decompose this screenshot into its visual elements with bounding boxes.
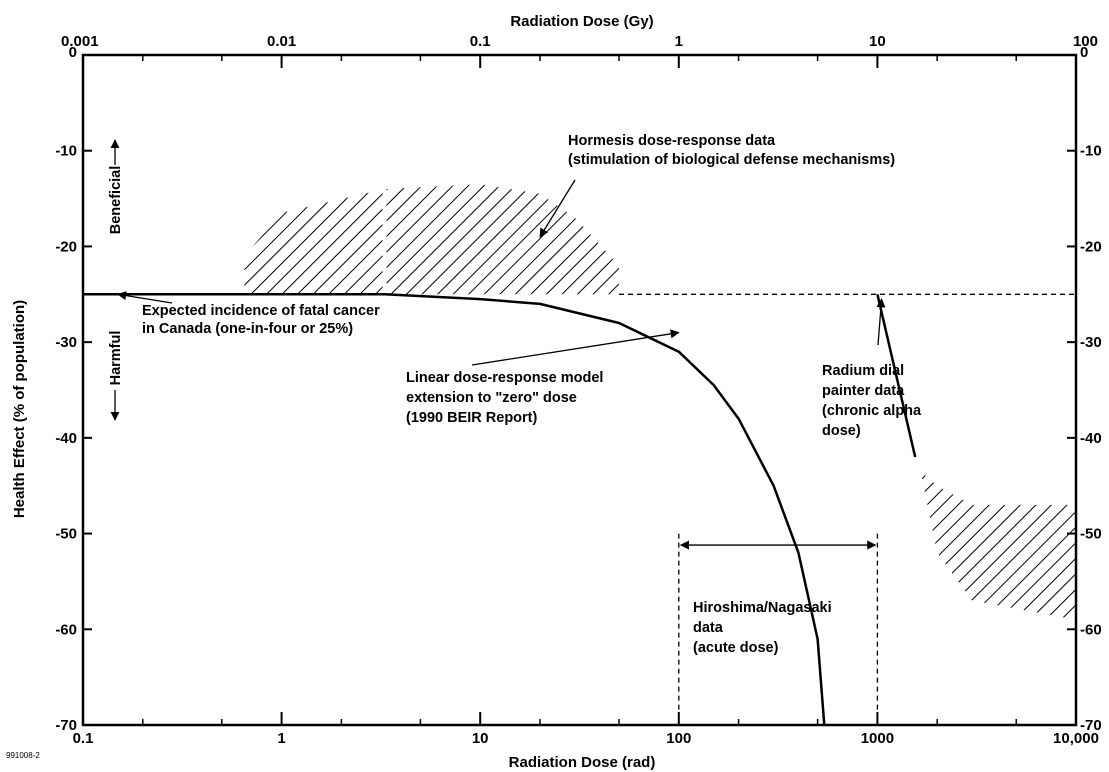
bottom-axis-title: Radiation Dose (rad) xyxy=(509,754,656,771)
annotation-line: Hormesis dose-response data xyxy=(568,133,776,149)
figure-id: 991008-2 xyxy=(6,751,40,760)
bottom-tick-label: 1000 xyxy=(861,730,894,747)
bottom-tick-label: 10,000 xyxy=(1053,730,1099,747)
harmful-label: Harmful xyxy=(108,331,124,386)
top-tick-label: 100 xyxy=(1073,33,1098,50)
y-right-tick-label: -10 xyxy=(1080,143,1102,160)
top-tick-label: 0.001 xyxy=(61,33,99,50)
annotation-line: dose) xyxy=(822,423,861,439)
annotation-arrow xyxy=(471,329,680,366)
hatched-region-4 xyxy=(920,471,1076,620)
annotation-line: data xyxy=(693,620,724,636)
top-tick-label: 10 xyxy=(869,33,886,50)
y-left-tick-label: -40 xyxy=(55,430,77,447)
bottom-tick-label: 1 xyxy=(277,730,285,747)
bottom-tick-label: 100 xyxy=(666,730,691,747)
annotation-line: Linear dose-response model xyxy=(406,370,603,386)
annotation-arrow xyxy=(539,179,576,238)
bottom-tick-label: 0.1 xyxy=(73,730,94,747)
hatched-regions xyxy=(244,169,1076,620)
top-tick-label: 0.01 xyxy=(267,33,296,50)
y-right-tick-label: -70 xyxy=(1080,717,1102,734)
series-line-0 xyxy=(83,293,826,726)
annotation-line: (chronic alpha xyxy=(822,403,922,419)
annotation-line: painter data xyxy=(822,383,905,399)
y-left-tick-label: -10 xyxy=(55,143,77,160)
y-left-tick-label: -50 xyxy=(55,526,77,543)
data-series xyxy=(83,293,1076,726)
annotation-line: (stimulation of biological defense mecha… xyxy=(568,152,895,168)
y-axis-title: Health Effect (% of population) xyxy=(11,300,28,518)
y-left-tick-label: -60 xyxy=(55,621,77,638)
y-left-tick-label: -30 xyxy=(55,334,77,351)
annotation-line: (1990 BEIR Report) xyxy=(406,410,538,426)
y-right-tick-label: 0 xyxy=(1080,44,1088,61)
plot-frame xyxy=(81,53,1078,727)
annotation-line: Radium dial xyxy=(822,363,904,379)
y-right-tick-label: -20 xyxy=(1080,238,1102,255)
top-tick-label: 0.1 xyxy=(470,33,491,50)
annotation-line: (acute dose) xyxy=(693,640,779,656)
annotation-arrow xyxy=(876,298,886,346)
y-right-tick-label: -30 xyxy=(1080,334,1102,351)
hatched-region-3 xyxy=(244,184,619,295)
y-left-tick-label: 0 xyxy=(69,44,77,61)
annotation-arrow xyxy=(117,291,173,304)
plot-border xyxy=(81,53,1078,727)
y-right-tick-label: -60 xyxy=(1080,621,1102,638)
y-right-tick-label: -50 xyxy=(1080,526,1102,543)
top-tick-label: 1 xyxy=(675,33,683,50)
annotation-line: extension to "zero" dose xyxy=(406,390,577,406)
bottom-tick-label: 10 xyxy=(472,730,489,747)
y-left-tick-label: -20 xyxy=(55,238,77,255)
annotation-line: Expected incidence of fatal cancer xyxy=(142,303,380,319)
top-axis-title: Radiation Dose (Gy) xyxy=(510,13,653,30)
beneficial-label: Beneficial xyxy=(108,166,124,235)
annotations: Beneficial Harmful Hormesis dose-response … xyxy=(108,133,922,656)
series-line-2 xyxy=(876,294,917,458)
y-right-tick-label: -40 xyxy=(1080,430,1102,447)
annotation-line: in Canada (one-in-four or 25%) xyxy=(142,321,353,337)
annotation-line: Hiroshima/Nagasaki xyxy=(693,600,832,616)
y-left-tick-label: -70 xyxy=(55,717,77,734)
